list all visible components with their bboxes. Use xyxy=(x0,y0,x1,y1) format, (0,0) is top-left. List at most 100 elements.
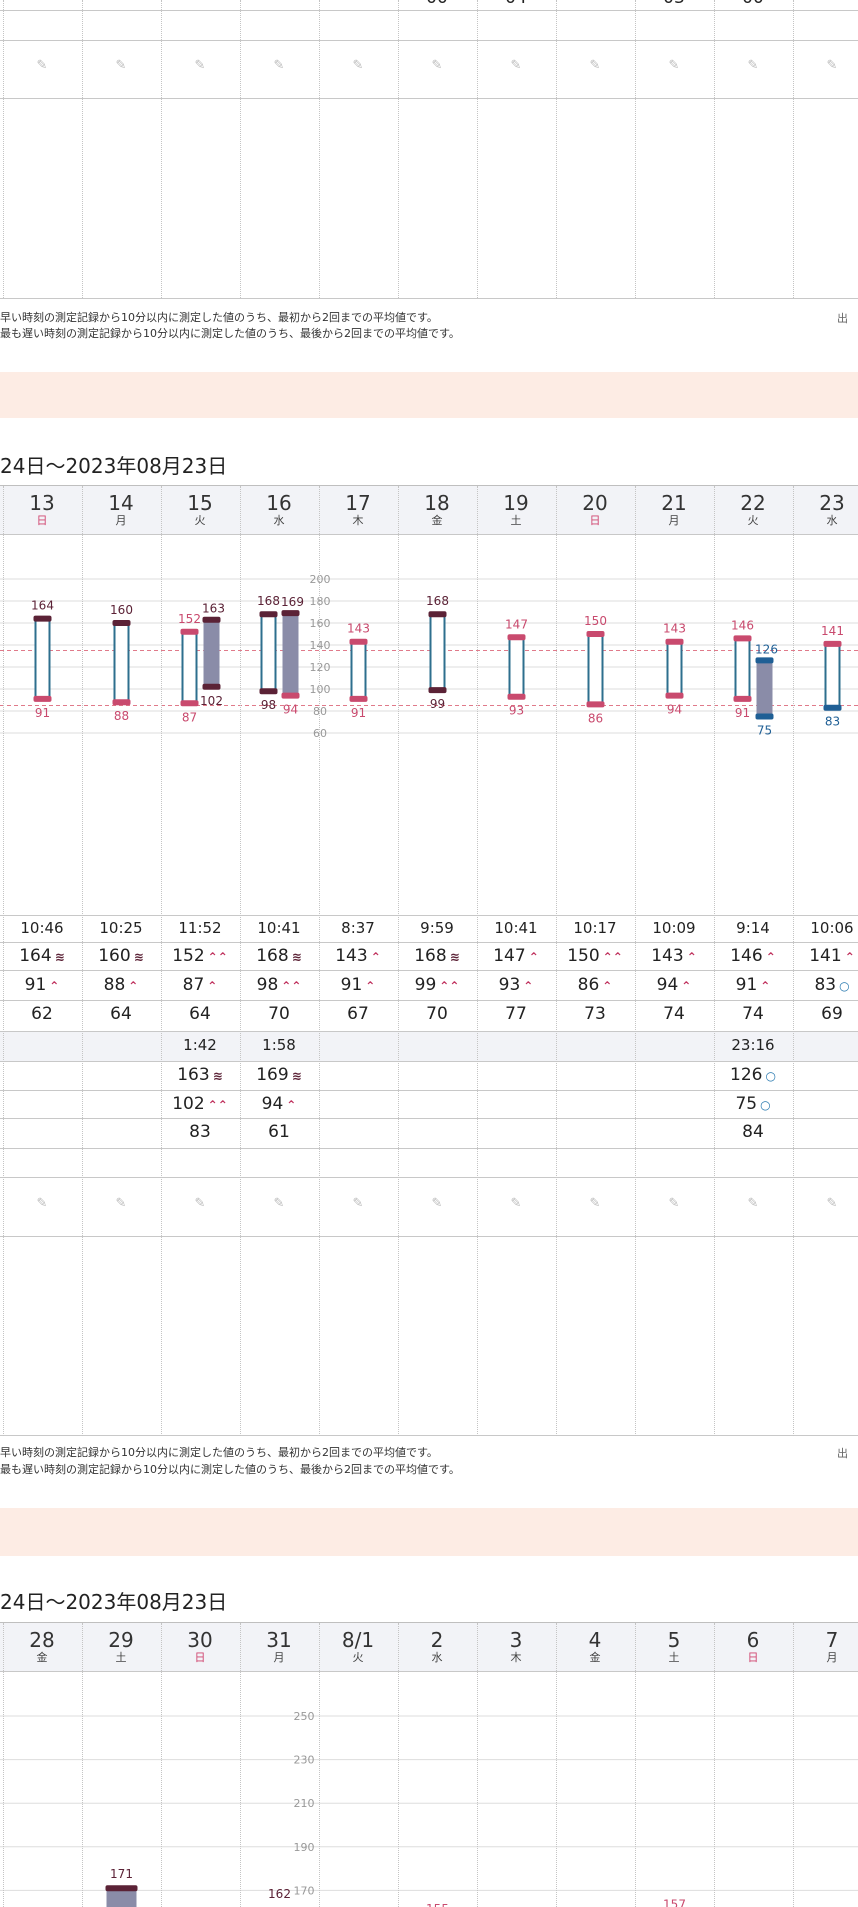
morning-diastolic: 91 ⌃ xyxy=(319,975,397,995)
top-partial-value: 04 xyxy=(477,0,555,8)
day-weekday: 日 xyxy=(589,514,601,527)
level-mark-icon: ⌃ xyxy=(370,950,381,964)
day-number: 23 xyxy=(819,491,845,515)
week2-day-cell[interactable]: 23 水 xyxy=(793,492,858,528)
week2-day-cell[interactable]: 19 土 xyxy=(477,492,555,528)
day-weekday: 水 xyxy=(431,1651,443,1664)
morning-time: 10:17 xyxy=(556,919,634,937)
evening-low-cap xyxy=(755,713,774,720)
evening-high-label: 163 xyxy=(202,602,225,616)
morning-time-value: 10:17 xyxy=(573,919,617,937)
week2-day-cell[interactable]: 20 日 xyxy=(556,492,634,528)
week2-range-title: 24日～2023年08月23日 xyxy=(0,454,228,478)
week3-column-divider xyxy=(714,1623,715,1907)
morning-low-cap xyxy=(112,699,131,706)
morning-pulse: 70 xyxy=(240,1004,318,1024)
level-mark-icon: ⌃⌃ xyxy=(207,1098,228,1112)
week2-export-link[interactable]: 出 xyxy=(837,1447,848,1460)
day-weekday: 木 xyxy=(510,1651,522,1664)
week2-day-cell[interactable]: 21 月 xyxy=(635,492,713,528)
top-column-divider xyxy=(3,0,4,298)
bp-high-label: 171 xyxy=(110,1867,133,1881)
morning-high-cap xyxy=(428,611,447,618)
week2-day-cell[interactable]: 18 金 xyxy=(398,492,476,528)
morning-systolic: 146 ⌃ xyxy=(714,946,792,966)
day-weekday: 日 xyxy=(36,514,48,527)
top-note-pen-icon[interactable]: ✎ xyxy=(115,58,127,73)
morning-high-cap xyxy=(733,635,752,642)
morning-high-label: 146 xyxy=(731,618,754,632)
week2-day-cell[interactable]: 14 月 xyxy=(82,492,160,528)
week2-note-pen-icon[interactable]: ✎ xyxy=(668,1196,680,1211)
week2-day-cell[interactable]: 17 木 xyxy=(319,492,397,528)
day-weekday: 金 xyxy=(589,1651,601,1664)
y-tick-label: 160 xyxy=(310,617,331,630)
top-note-pen-icon[interactable]: ✎ xyxy=(431,58,443,73)
week3-day-cell[interactable]: 31 月 xyxy=(240,1629,318,1665)
week3-day-cell[interactable]: 29 土 xyxy=(82,1629,160,1665)
morning-diastolic: 88 ⌃ xyxy=(82,975,160,995)
morning-diastolic: 98 ⌃⌃ xyxy=(240,975,318,995)
top-note-pen-icon[interactable]: ✎ xyxy=(668,58,680,73)
week3-day-cell[interactable]: 8/1 火 xyxy=(319,1629,397,1665)
morning-time: 10:06 xyxy=(793,919,858,937)
week2-note-pen-icon[interactable]: ✎ xyxy=(431,1196,443,1211)
week2-note-pen-icon[interactable]: ✎ xyxy=(747,1196,759,1211)
week2-day-cell[interactable]: 22 火 xyxy=(714,492,792,528)
top-note-pen-icon[interactable]: ✎ xyxy=(589,58,601,73)
morning-high-label: 143 xyxy=(347,622,370,636)
top-partial-value: 00 xyxy=(714,0,792,8)
top-partial-value: 03 xyxy=(635,0,713,8)
week2-day-cell[interactable]: 16 水 xyxy=(240,492,318,528)
y-tick-label: 80 xyxy=(313,705,327,718)
week2-day-cell[interactable]: 13 日 xyxy=(3,492,81,528)
top-note-pen-icon[interactable]: ✎ xyxy=(352,58,364,73)
week2-note-pen-icon[interactable]: ✎ xyxy=(510,1196,522,1211)
week3-day-cell[interactable]: 28 金 xyxy=(3,1629,81,1665)
y-tick-label: 170 xyxy=(294,1884,315,1897)
morning-time-value: 10:46 xyxy=(20,919,64,937)
evening-bar xyxy=(203,619,220,687)
morning-diastolic: 91 ⌃ xyxy=(3,975,81,995)
top-export-link[interactable]: 出 xyxy=(837,312,848,325)
week3-day-cell[interactable]: 30 日 xyxy=(161,1629,239,1665)
top-note-pen-icon[interactable]: ✎ xyxy=(194,58,206,73)
week2-day-cell[interactable]: 15 火 xyxy=(161,492,239,528)
morning-low-label: 99 xyxy=(430,697,445,711)
week2-note-pen-icon[interactable]: ✎ xyxy=(36,1196,48,1211)
top-note-pen-icon[interactable]: ✎ xyxy=(510,58,522,73)
top-note-pen-icon[interactable]: ✎ xyxy=(826,58,838,73)
top-note-1: 早い時刻の測定記録から10分以内に測定した値のうち、最初から2回までの平均値です… xyxy=(0,311,438,324)
week2-note-pen-icon[interactable]: ✎ xyxy=(273,1196,285,1211)
week2-column-divider xyxy=(477,486,478,1436)
week2-note-pen-icon[interactable]: ✎ xyxy=(589,1196,601,1211)
top-note-pen-icon[interactable]: ✎ xyxy=(273,58,285,73)
evening-low-cap xyxy=(281,692,300,699)
y-tick-label: 200 xyxy=(310,573,331,586)
morning-pulse-value: 64 xyxy=(189,1004,211,1024)
day-number: 19 xyxy=(503,491,529,515)
week2-note-pen-icon[interactable]: ✎ xyxy=(194,1196,206,1211)
top-column-divider xyxy=(477,0,478,298)
top-note-pen-icon[interactable]: ✎ xyxy=(36,58,48,73)
morning-high-cap xyxy=(586,631,605,637)
week2-note-pen-icon[interactable]: ✎ xyxy=(115,1196,127,1211)
day-number: 15 xyxy=(187,491,213,515)
morning-systolic: 150 ⌃⌃ xyxy=(556,946,634,966)
level-mark-icon: ≋ xyxy=(449,950,460,964)
week2-note-pen-icon[interactable]: ✎ xyxy=(826,1196,838,1211)
week3-column-divider xyxy=(398,1623,399,1907)
level-mark-icon: ≋ xyxy=(291,950,302,964)
top-note-pen-icon[interactable]: ✎ xyxy=(747,58,759,73)
day-number: 29 xyxy=(108,1628,134,1652)
morning-systolic: 141 ⌃ xyxy=(793,946,858,966)
week2-note-pen-icon[interactable]: ✎ xyxy=(352,1196,364,1211)
week3-column-divider xyxy=(319,1623,320,1907)
evening-pulse: 84 xyxy=(714,1122,792,1142)
